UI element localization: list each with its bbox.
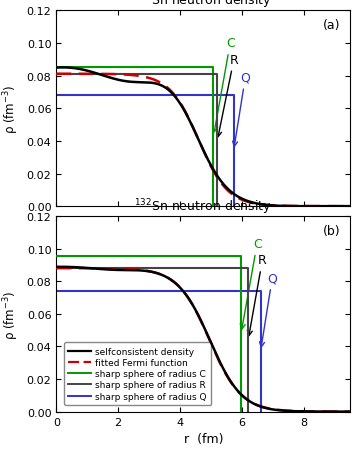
Title: $^{100}$Sn neutron density: $^{100}$Sn neutron density <box>134 0 272 11</box>
Text: Q: Q <box>260 272 277 347</box>
Text: C: C <box>240 238 262 329</box>
Title: $^{132}$Sn neutron density: $^{132}$Sn neutron density <box>134 197 272 217</box>
Y-axis label: ρ (fm$^{-3}$): ρ (fm$^{-3}$) <box>1 84 21 134</box>
Text: C: C <box>213 37 234 132</box>
Y-axis label: ρ (fm$^{-3}$): ρ (fm$^{-3}$) <box>1 289 21 339</box>
X-axis label: r  (fm): r (fm) <box>184 432 223 445</box>
Text: (a): (a) <box>322 19 340 32</box>
Text: Q: Q <box>233 71 250 147</box>
Legend: selfconsistent density, fitted Fermi function, sharp sphere of radius C, sharp s: selfconsistent density, fitted Fermi fun… <box>64 343 211 405</box>
Text: R: R <box>247 254 267 336</box>
Text: R: R <box>217 54 238 137</box>
Text: (b): (b) <box>322 224 340 237</box>
